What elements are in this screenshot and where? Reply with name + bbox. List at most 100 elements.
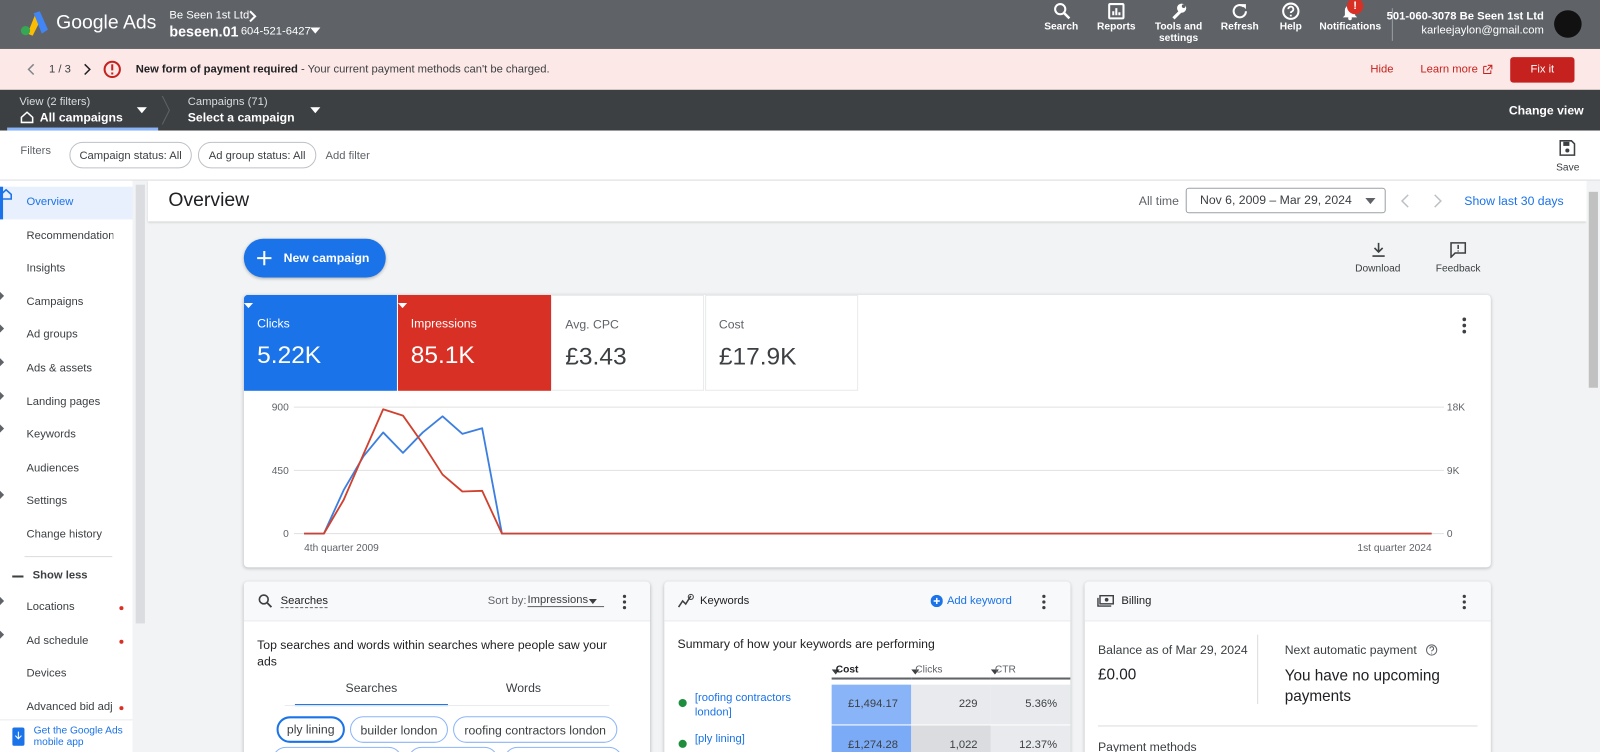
search-chip[interactable]: builder london [350,716,448,743]
column-header[interactable]: Clicks [911,661,991,680]
avatar[interactable] [1554,10,1582,38]
card-title[interactable]: Searches [280,594,329,609]
keyword-link[interactable]: [ply lining] [694,732,745,745]
metric-tile[interactable]: Avg. CPC £3.43 [551,294,705,391]
expand-caret[interactable] [0,596,5,606]
nav-item[interactable]: Refresh [1207,2,1272,33]
search-chip-outline[interactable] [408,746,498,752]
dropdown-arrow[interactable] [1365,197,1376,205]
new-campaign-button[interactable]: New campaign [243,238,386,278]
nav-icon-shape [1181,4,1186,8]
metric-tile[interactable]: Cost £17.9K [704,294,858,391]
nav-link[interactable]: Campaigns [0,287,133,320]
next-alert[interactable] [83,63,93,76]
learn-more-link[interactable]: Learn more [1420,63,1478,76]
expand-caret[interactable] [0,424,5,433]
show-less[interactable]: Show less [32,569,88,582]
column-header[interactable]: CTR [990,661,1071,680]
y-tick-label: 450 [272,466,289,477]
prev-alert[interactable] [26,63,36,76]
scroll-thumb[interactable] [1588,191,1598,388]
sort-arrow[interactable] [990,669,999,675]
add-icon[interactable] [930,594,943,608]
plus-icon [257,251,272,266]
date-picker[interactable]: Nov 6, 2009 – Mar 29, 2024 [1185,187,1386,214]
dropdown-arrow[interactable] [310,107,321,114]
expand-caret[interactable] [0,491,5,500]
add-keyword[interactable]: Add keyword [946,594,1012,608]
card-title: Billing [1121,594,1152,608]
column-header[interactable]: Cost [831,661,912,680]
nav-link[interactable]: Settings [0,486,133,519]
change-view[interactable]: Change view [1508,103,1584,118]
nav-link[interactable]: Audiences [0,453,133,486]
more-menu[interactable] [620,594,628,610]
keyword-link[interactable]: [roofing contractors london] [694,691,791,719]
account-name[interactable]: Be Seen 1st Ltd [169,9,250,22]
nav-link[interactable]: Insights [0,253,133,286]
fix-button[interactable]: Fix it [1510,57,1575,83]
dropdown-arrow[interactable] [243,303,254,309]
expand-caret[interactable] [0,630,5,639]
nav-item[interactable]: Search [1029,2,1094,33]
dropdown-arrow[interactable] [588,598,597,605]
download-icon[interactable] [1370,242,1386,258]
help-icon[interactable] [1426,644,1438,656]
scroll-thumb[interactable] [135,184,145,624]
search-chip[interactable]: ply lining [276,716,345,743]
search-chip[interactable]: roofing contractors london [453,716,618,743]
more-menu[interactable] [1040,594,1048,610]
nav-link[interactable]: Overview [0,186,133,220]
expand-caret[interactable] [0,324,5,334]
metric-tile[interactable]: Impressions 85.1K [397,294,551,391]
prev-range[interactable] [1400,194,1410,208]
nav-link-label: Ad schedule [26,634,89,647]
alert-dot [119,606,124,611]
sort-arrow[interactable] [911,669,920,675]
metric-tile[interactable]: Clicks 5.22K [243,294,397,391]
nav-link[interactable]: Ad groups [0,320,133,353]
nav-link[interactable]: Change history [0,519,133,552]
next-range[interactable] [1433,194,1443,208]
campaigns-value[interactable]: Select a campaign [187,110,295,125]
tab[interactable]: Searches [345,680,398,695]
hide-link[interactable]: Hide [1370,63,1394,76]
show-last-30[interactable]: Show last 30 days [1464,193,1564,209]
nav-link-label: Recommendations [26,229,114,242]
add-filter[interactable]: Add filter [325,149,370,163]
nav-icon-shape [1112,8,1121,16]
expand-caret[interactable] [0,391,5,400]
tab[interactable]: Words [505,680,542,695]
dropdown-arrow[interactable] [136,107,147,114]
nav-link[interactable]: Ad schedule [0,625,133,658]
nav-item[interactable]: Tools and settings [1146,2,1211,44]
search-chip-outline[interactable] [504,746,623,752]
more-menu-shape [622,605,627,610]
nav-link[interactable]: Ads & assets [0,353,133,386]
nav-link[interactable]: Devices [0,658,133,691]
more-menu[interactable] [1460,594,1468,610]
dropdown-arrow[interactable] [397,303,407,309]
save-icon[interactable] [1559,140,1576,156]
expand-caret[interactable] [0,291,5,300]
app-promo-text[interactable]: Get the Google Ads mobile app [33,725,123,748]
view-value[interactable]: All campaigns [39,110,123,125]
filter-chip[interactable]: Ad group status: All [197,141,317,169]
app-promo[interactable]: Get the Google Ads mobile app [0,719,133,752]
feedback-icon[interactable] [1450,242,1467,259]
nav-link[interactable]: Keywords [0,420,133,453]
sort-arrow[interactable] [831,669,840,675]
nav-item[interactable]: Help [1258,2,1323,33]
nav-link[interactable]: Landing pages [0,386,133,419]
filter-chip[interactable]: Campaign status: All [69,141,192,169]
expand-caret[interactable] [0,358,5,367]
sort-select[interactable]: Impressions [527,594,605,608]
nav-link[interactable]: Locations [0,592,133,625]
search-chip-outline[interactable] [272,746,403,752]
nav-link[interactable]: Recommendations [0,220,133,253]
nav-item[interactable]: Reports [1084,2,1149,33]
account-id[interactable]: beseen.01 [169,23,239,40]
more-menu[interactable] [1460,316,1468,334]
dropdown-arrow[interactable] [310,27,321,34]
nav-link[interactable]: Advanced bid adj. [0,692,133,725]
